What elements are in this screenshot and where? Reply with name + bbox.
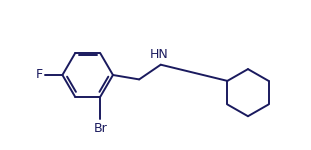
Text: HN: HN: [150, 48, 169, 61]
Text: F: F: [36, 69, 43, 81]
Text: Br: Br: [93, 122, 107, 135]
